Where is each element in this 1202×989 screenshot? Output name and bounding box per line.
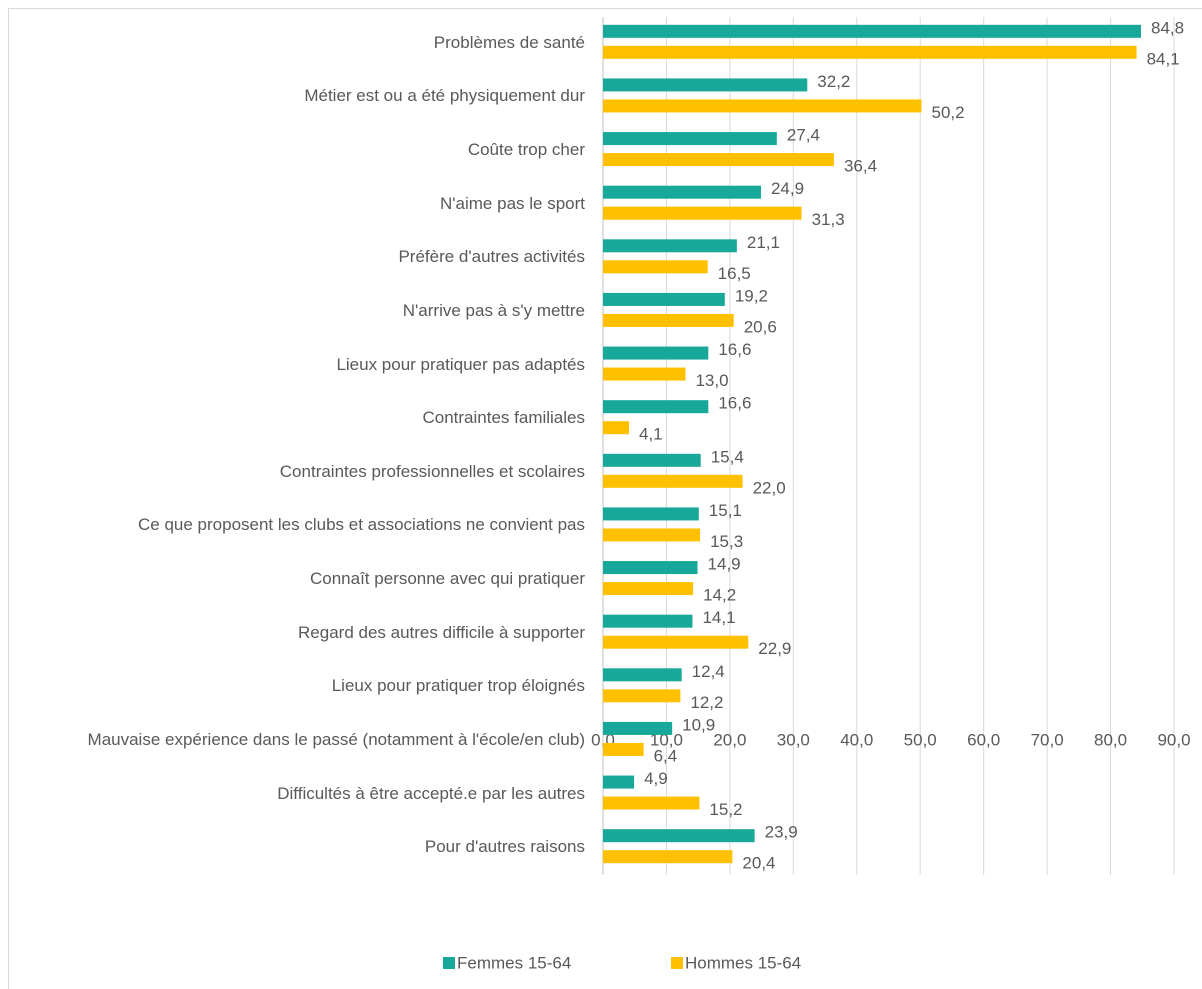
value-label: 12,4 — [692, 662, 725, 681]
value-label: 84,1 — [1147, 49, 1180, 68]
y-tick-label: Pour d'autres raisons — [424, 837, 585, 857]
value-label: 16,5 — [718, 264, 751, 283]
value-label: 22,0 — [753, 478, 786, 497]
x-tick-label: 30,0 — [777, 730, 810, 749]
x-tick-label: 40,0 — [840, 730, 873, 749]
bar — [603, 689, 681, 703]
bar — [603, 829, 755, 843]
bar — [603, 635, 749, 649]
value-label: 22,9 — [758, 639, 791, 658]
x-tick-label: 50,0 — [904, 730, 937, 749]
bar — [603, 400, 709, 414]
value-label: 23,9 — [765, 823, 798, 842]
legend-label: Hommes 15-64 — [685, 953, 801, 972]
y-tick-label: N'arrive pas à s'y mettre — [402, 300, 585, 320]
bar — [603, 292, 725, 306]
value-label: 14,9 — [708, 555, 741, 574]
bar — [603, 313, 734, 327]
bar — [603, 421, 630, 435]
y-tick-label: Contraintes familiales — [422, 408, 585, 428]
value-label: 84,8 — [1151, 18, 1184, 37]
y-tick-label: Préfère d'autres activités — [398, 247, 585, 267]
value-label: 16,6 — [718, 340, 751, 359]
value-label: 19,2 — [735, 286, 768, 305]
bar — [603, 132, 777, 146]
legend-label: Femmes 15-64 — [457, 953, 571, 972]
value-label: 13,0 — [695, 371, 728, 390]
bar — [603, 474, 743, 488]
bar — [603, 78, 808, 92]
bar — [603, 528, 701, 542]
value-label: 4,9 — [644, 769, 668, 788]
value-label: 10,9 — [682, 715, 715, 734]
y-tick-label: Lieux pour pratiquer pas adaptés — [336, 354, 585, 374]
bar — [603, 582, 694, 596]
y-tick-label: Ce que proposent les clubs et associatio… — [138, 515, 585, 535]
bar — [603, 367, 686, 381]
chart-border — [8, 8, 1202, 989]
y-tick-label: Contraintes professionnelles et scolaire… — [279, 461, 585, 481]
bar — [603, 775, 635, 789]
value-label: 36,4 — [844, 157, 877, 176]
bar — [603, 206, 802, 220]
value-label: 15,1 — [709, 501, 742, 520]
bar — [603, 185, 761, 199]
y-tick-label: Métier est ou a été physiquement dur — [304, 86, 585, 106]
bar — [603, 453, 701, 467]
value-label: 31,3 — [812, 210, 845, 229]
bar — [603, 99, 922, 113]
y-tick-label: N'aime pas le sport — [440, 193, 585, 213]
value-label: 6,4 — [654, 746, 678, 765]
y-tick-label: Coûte trop cher — [467, 140, 585, 160]
x-tick-label: 20,0 — [713, 730, 746, 749]
bar — [603, 45, 1137, 59]
value-label: 14,1 — [702, 608, 735, 627]
value-label: 16,6 — [718, 394, 751, 413]
value-label: 50,2 — [931, 103, 964, 122]
value-label: 21,1 — [747, 233, 780, 252]
value-label: 15,4 — [711, 447, 744, 466]
x-tick-label: 60,0 — [967, 730, 1000, 749]
value-label: 15,2 — [709, 800, 742, 819]
bar — [603, 742, 644, 756]
x-tick-label: 10,0 — [650, 730, 683, 749]
x-tick-label: 70,0 — [1031, 730, 1064, 749]
bar — [603, 796, 700, 810]
value-label: 15,3 — [710, 532, 743, 551]
bar — [603, 260, 708, 274]
value-label: 12,2 — [690, 693, 723, 712]
value-label: 24,9 — [771, 179, 804, 198]
bar — [603, 507, 699, 521]
value-label: 32,2 — [817, 72, 850, 91]
bar — [603, 614, 693, 628]
bar — [603, 850, 733, 864]
bar — [603, 561, 698, 575]
y-tick-label: Mauvaise expérience dans le passé (notam… — [87, 729, 585, 749]
bar — [603, 239, 737, 253]
bar — [603, 668, 682, 682]
value-label: 14,2 — [703, 586, 736, 605]
y-tick-label: Connaît personne avec qui pratiquer — [309, 569, 585, 589]
y-tick-label: Difficultés à être accepté.e par les aut… — [277, 783, 585, 803]
bar — [603, 24, 1142, 38]
x-tick-label: 80,0 — [1094, 730, 1127, 749]
value-label: 20,4 — [742, 854, 775, 873]
y-tick-label: Regard des autres difficile à supporter — [298, 622, 585, 642]
x-tick-label: 90,0 — [1157, 730, 1190, 749]
bar — [603, 721, 673, 735]
value-label: 27,4 — [787, 126, 820, 145]
value-label: 4,1 — [639, 425, 663, 444]
legend-swatch — [443, 957, 455, 969]
legend-swatch — [671, 957, 683, 969]
bar — [603, 346, 709, 360]
bar — [603, 153, 834, 167]
y-tick-label: Lieux pour pratiquer trop éloignés — [331, 676, 585, 696]
y-tick-label: Problèmes de santé — [433, 32, 585, 52]
value-label: 20,6 — [744, 317, 777, 336]
